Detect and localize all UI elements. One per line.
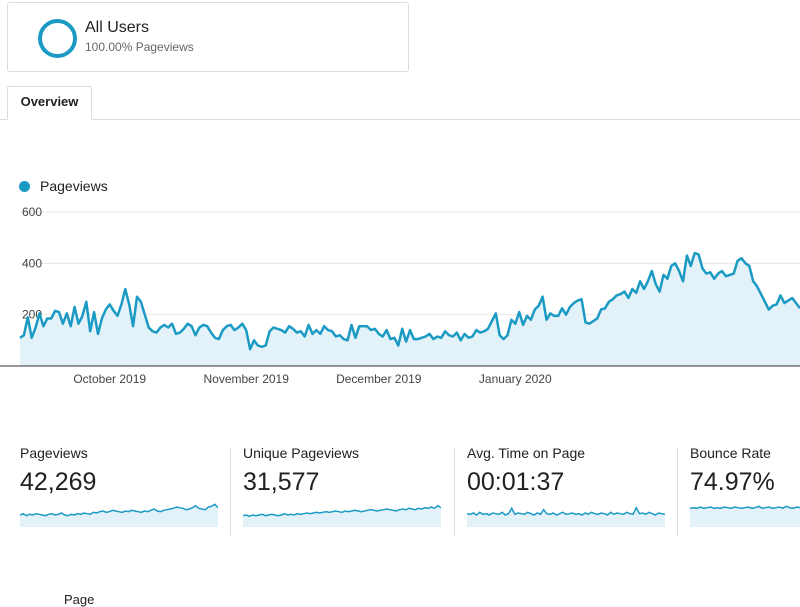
segment-subtitle: 100.00% Pageviews [85,40,194,54]
metric-sparkline [20,503,218,527]
tab-row-divider [0,119,800,120]
segment-name: All Users [85,19,150,36]
y-tick-label: 600 [22,205,42,219]
tab-overview[interactable]: Overview [7,86,92,120]
metric-label: Unique Pageviews [243,445,359,461]
metric-bounce-rate[interactable]: Bounce Rate 74.97% [690,445,800,537]
metric-value: 42,269 [20,468,97,496]
series-line-pageviews [19,251,800,351]
metric-label: Pageviews [20,445,88,461]
x-tick-label: January 2020 [479,372,552,386]
segment-ring-icon [38,19,77,58]
x-tick-label: November 2019 [204,372,290,386]
series-area [20,253,800,366]
metric-value: 74.97% [690,468,775,496]
sparkline-area [690,506,800,527]
metric-unique-pageviews[interactable]: Unique Pageviews 31,577 [243,445,453,537]
x-tick-label: December 2019 [336,372,422,386]
x-tick-label: October 2019 [73,372,146,386]
sparkline-line [20,503,218,517]
metric-value: 00:01:37 [467,468,565,496]
metric-sparkline [467,506,665,527]
y-tick-label: 400 [22,256,42,270]
metric-label: Avg. Time on Page [467,445,586,461]
sparkline-area [243,505,441,527]
metric-sparkline [690,505,800,527]
metric-divider [677,448,678,536]
sparkline-line [243,504,441,518]
sparkline-line [690,505,800,510]
sparkline-line [467,506,665,516]
legend-label[interactable]: Pageviews [40,178,108,194]
sparkline-area [20,504,218,527]
legend-dot-icon [19,181,30,192]
metric-divider [454,448,455,536]
metric-sparkline [243,504,441,527]
segment-card[interactable]: All Users 100.00% Pageviews [7,2,409,72]
metric-label: Bounce Rate [690,445,771,461]
metric-value: 31,577 [243,468,320,496]
sparkline-area [467,507,665,527]
metric-avg-time-on-page[interactable]: Avg. Time on Page 00:01:37 [467,445,677,537]
metric-divider [230,448,231,536]
metric-pageviews[interactable]: Pageviews 42,269 [20,445,230,537]
